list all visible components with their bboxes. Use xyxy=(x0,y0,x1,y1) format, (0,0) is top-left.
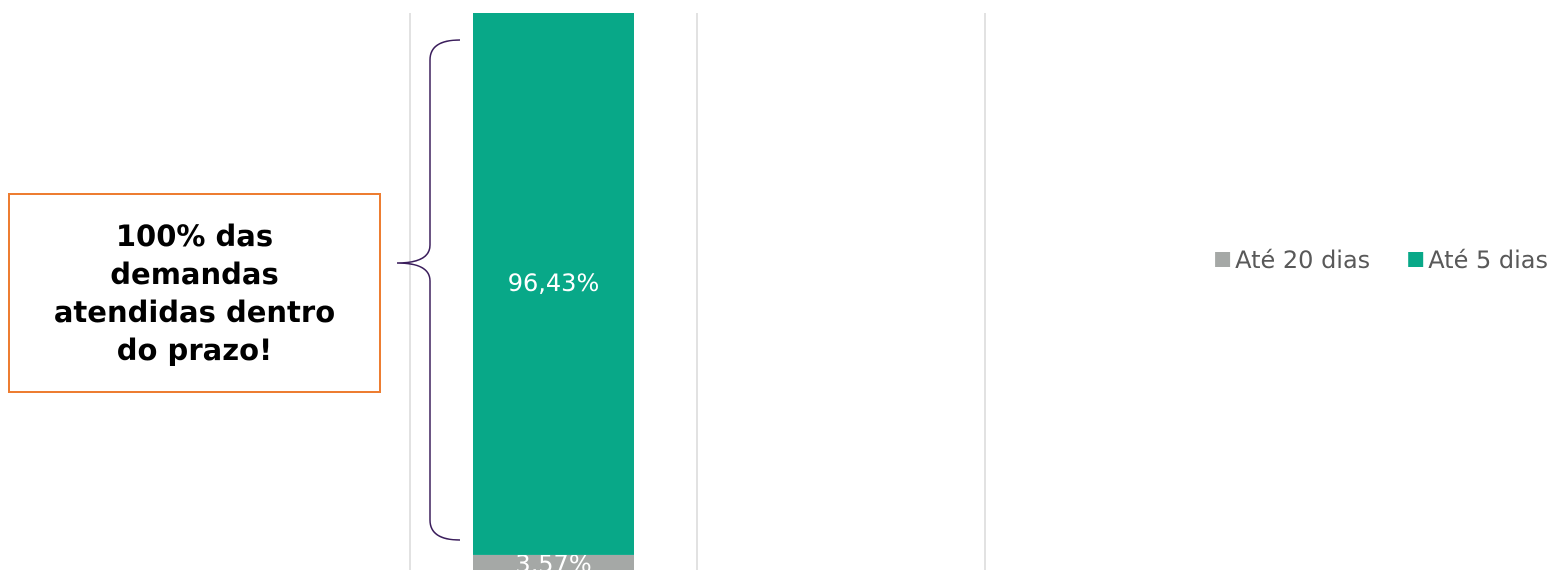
legend-swatch xyxy=(1215,252,1231,267)
bar-segment xyxy=(473,13,634,555)
brace xyxy=(396,39,461,541)
legend-label: Até 20 dias xyxy=(1235,246,1370,274)
data-label: 3,57% xyxy=(515,550,591,570)
legend-swatch xyxy=(1408,252,1424,267)
legend-label: Até 5 dias xyxy=(1428,246,1548,274)
annotation: 100% das demandas atendidas dentro do pr… xyxy=(8,193,381,393)
data-label: 96,43% xyxy=(508,269,600,297)
bar-segment xyxy=(473,554,634,570)
